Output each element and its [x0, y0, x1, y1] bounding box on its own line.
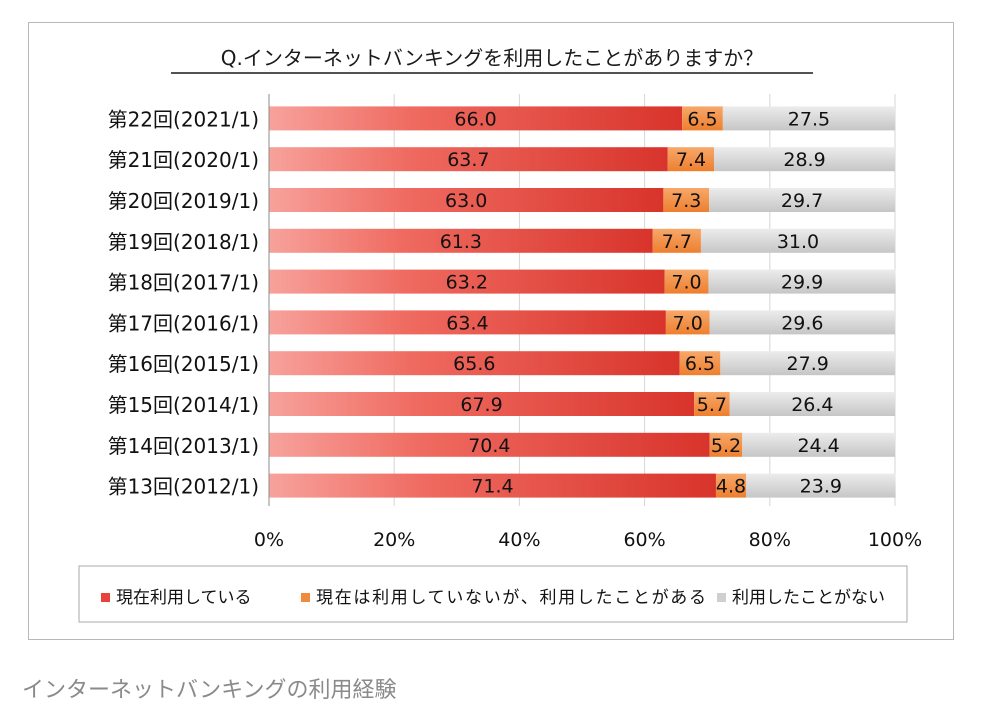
- bar-segment: [715, 473, 747, 498]
- data-label: 7.0: [671, 272, 701, 294]
- data-label: 7.3: [671, 190, 701, 212]
- bar-segment: [682, 106, 723, 131]
- data-label: 26.4: [791, 394, 833, 416]
- category-label: 第16回(2015/1): [108, 352, 259, 376]
- data-label: 23.9: [800, 476, 842, 498]
- data-label: 7.7: [662, 231, 692, 253]
- data-label: 70.4: [468, 435, 510, 457]
- bar-segment: [742, 432, 895, 457]
- bar-segment: [700, 228, 895, 253]
- category-label: 第22回(2021/1): [108, 107, 259, 131]
- data-label: 5.2: [711, 435, 741, 457]
- chart-frame: Q.インターネットバンキングを利用したことがありますか？ 第22回(2021/1…: [28, 22, 954, 640]
- category-label: 第15回(2014/1): [108, 393, 259, 417]
- bar-segment: [709, 310, 895, 335]
- data-label: 6.5: [687, 108, 717, 130]
- bar-segment: [269, 147, 668, 172]
- data-label: 24.4: [797, 435, 839, 457]
- bar-segment: [269, 228, 653, 253]
- data-label: 29.6: [781, 312, 823, 334]
- category-label: 第14回(2013/1): [108, 434, 259, 458]
- category-label: 第13回(2012/1): [108, 475, 259, 499]
- bar-segment: [664, 269, 709, 294]
- bar-segment: [269, 310, 666, 335]
- stacked-bar-chart: Q.インターネットバンキングを利用したことがありますか？ 第22回(2021/1…: [78, 46, 922, 623]
- bar-segment: [663, 188, 710, 212]
- bar-segment: [269, 106, 683, 131]
- data-label: 27.9: [787, 353, 829, 375]
- data-label: 4.8: [716, 476, 746, 498]
- bar-segment: [269, 269, 665, 294]
- data-label: 28.9: [783, 149, 825, 171]
- data-label: 5.7: [697, 394, 727, 416]
- x-tick-label: 20%: [373, 529, 415, 551]
- bar-segment: [665, 310, 710, 335]
- legend-swatch: [301, 593, 310, 602]
- legend-box: [78, 565, 908, 623]
- legend-swatch: [101, 593, 110, 602]
- data-label: 31.0: [777, 231, 819, 253]
- category-label: 第18回(2017/1): [108, 271, 259, 295]
- bar-segment: [714, 147, 895, 172]
- bar-segment: [667, 147, 715, 172]
- data-label: 27.5: [788, 108, 830, 130]
- bar-segment: [269, 473, 716, 498]
- data-label: 61.3: [440, 231, 482, 253]
- x-tick-label: 40%: [498, 529, 540, 551]
- legend-label: 現在利用している: [116, 588, 252, 608]
- bar-segment: [269, 351, 680, 376]
- data-label: 29.9: [781, 272, 823, 294]
- bar-segment: [269, 432, 710, 457]
- data-label: 71.4: [471, 476, 513, 498]
- data-label: 6.5: [685, 353, 715, 375]
- category-label: 第21回(2020/1): [108, 148, 259, 172]
- bar-segment: [722, 106, 895, 131]
- bar-segment: [694, 392, 730, 416]
- x-tick-label: 60%: [623, 529, 665, 551]
- bar-segment: [652, 228, 701, 253]
- data-label: 66.0: [454, 108, 496, 130]
- bar-segment: [709, 188, 895, 212]
- data-label: 67.9: [460, 394, 502, 416]
- data-label: 7.4: [676, 149, 706, 171]
- data-label: 63.2: [446, 272, 488, 294]
- x-tick-label: 0%: [254, 529, 284, 551]
- figure-caption: インターネットバンキングの利用経験: [22, 678, 397, 703]
- data-label: 63.0: [445, 190, 487, 212]
- bar-segment: [709, 432, 743, 457]
- category-label: 第19回(2018/1): [108, 230, 259, 254]
- bar-segment: [746, 473, 896, 498]
- bar-segment: [269, 188, 664, 212]
- category-label: 第17回(2016/1): [108, 311, 259, 335]
- bar-segment: [708, 269, 896, 294]
- data-label: 7.0: [673, 312, 703, 334]
- legend-label: 現在は利用していないが、利用したことがある: [316, 588, 706, 608]
- data-label: 29.7: [781, 190, 823, 212]
- legend-swatch: [717, 593, 726, 602]
- bar-segment: [679, 351, 721, 376]
- legend-label: 利用したことがない: [732, 588, 885, 608]
- bar-segment: [720, 351, 895, 376]
- x-tick-label: 100%: [868, 529, 922, 551]
- category-label: 第20回(2019/1): [108, 189, 259, 213]
- data-label: 65.6: [453, 353, 495, 375]
- x-tick-label: 80%: [749, 529, 791, 551]
- data-label: 63.7: [447, 149, 489, 171]
- data-label: 63.4: [446, 312, 488, 334]
- bar-segment: [729, 392, 895, 416]
- bar-segment: [269, 392, 695, 416]
- chart-title: Q.インターネットバンキングを利用したことがありますか？: [221, 46, 764, 70]
